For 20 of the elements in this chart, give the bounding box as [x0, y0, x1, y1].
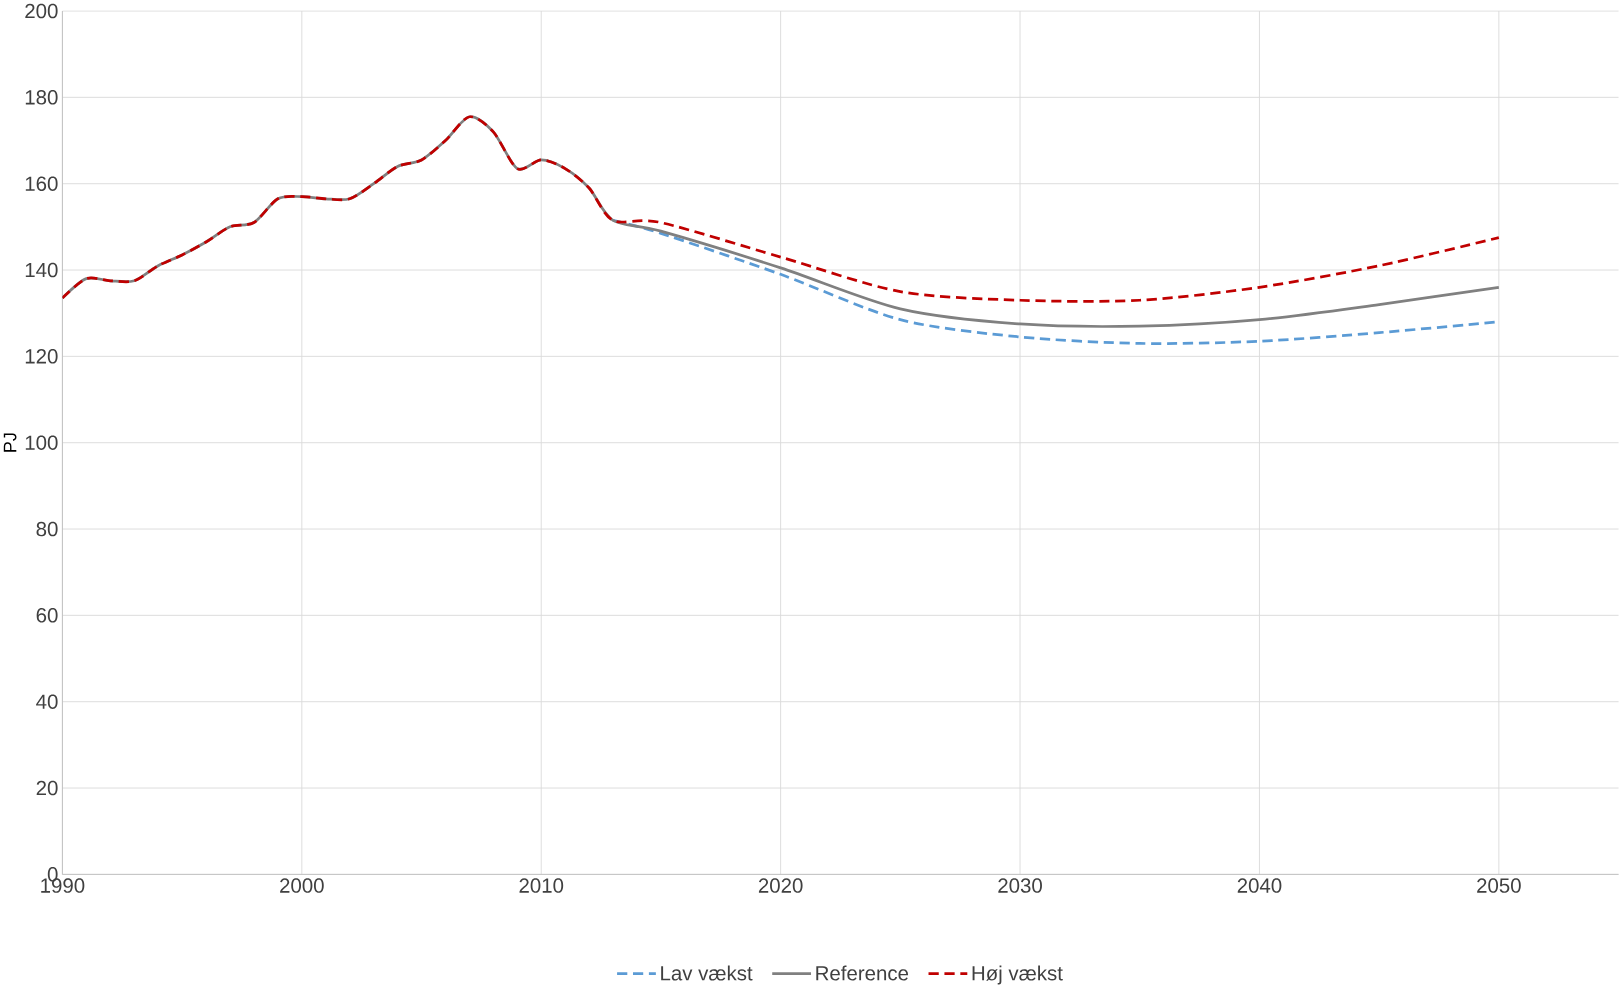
x-tick-label: 2050 [1477, 878, 1521, 894]
y-tick-label: 120 [25, 349, 58, 364]
y-tick-label: 160 [25, 176, 58, 192]
x-tick-label: 2000 [280, 878, 324, 894]
legend-label: Reference [816, 965, 909, 981]
x-tick-label: 2040 [1237, 878, 1282, 894]
y-tick-label: 140 [25, 263, 58, 278]
y-axis-title: PJ [3, 433, 17, 453]
y-tick-label: 20 [36, 781, 58, 796]
y-tick-label: 180 [25, 90, 58, 105]
y-tick-label: 200 [25, 4, 58, 19]
x-tick-label: 2030 [998, 878, 1042, 894]
x-tick-label: 2020 [758, 878, 803, 894]
y-tick-label: 100 [25, 435, 58, 451]
x-tick-label: 2010 [519, 878, 564, 894]
legend-label: Høj vækst [972, 965, 1063, 985]
y-tick-label: 80 [36, 522, 58, 537]
legend-label: Lav vækst [661, 965, 753, 981]
y-tick-label: 40 [36, 694, 58, 710]
y-tick-label: 60 [36, 608, 58, 623]
